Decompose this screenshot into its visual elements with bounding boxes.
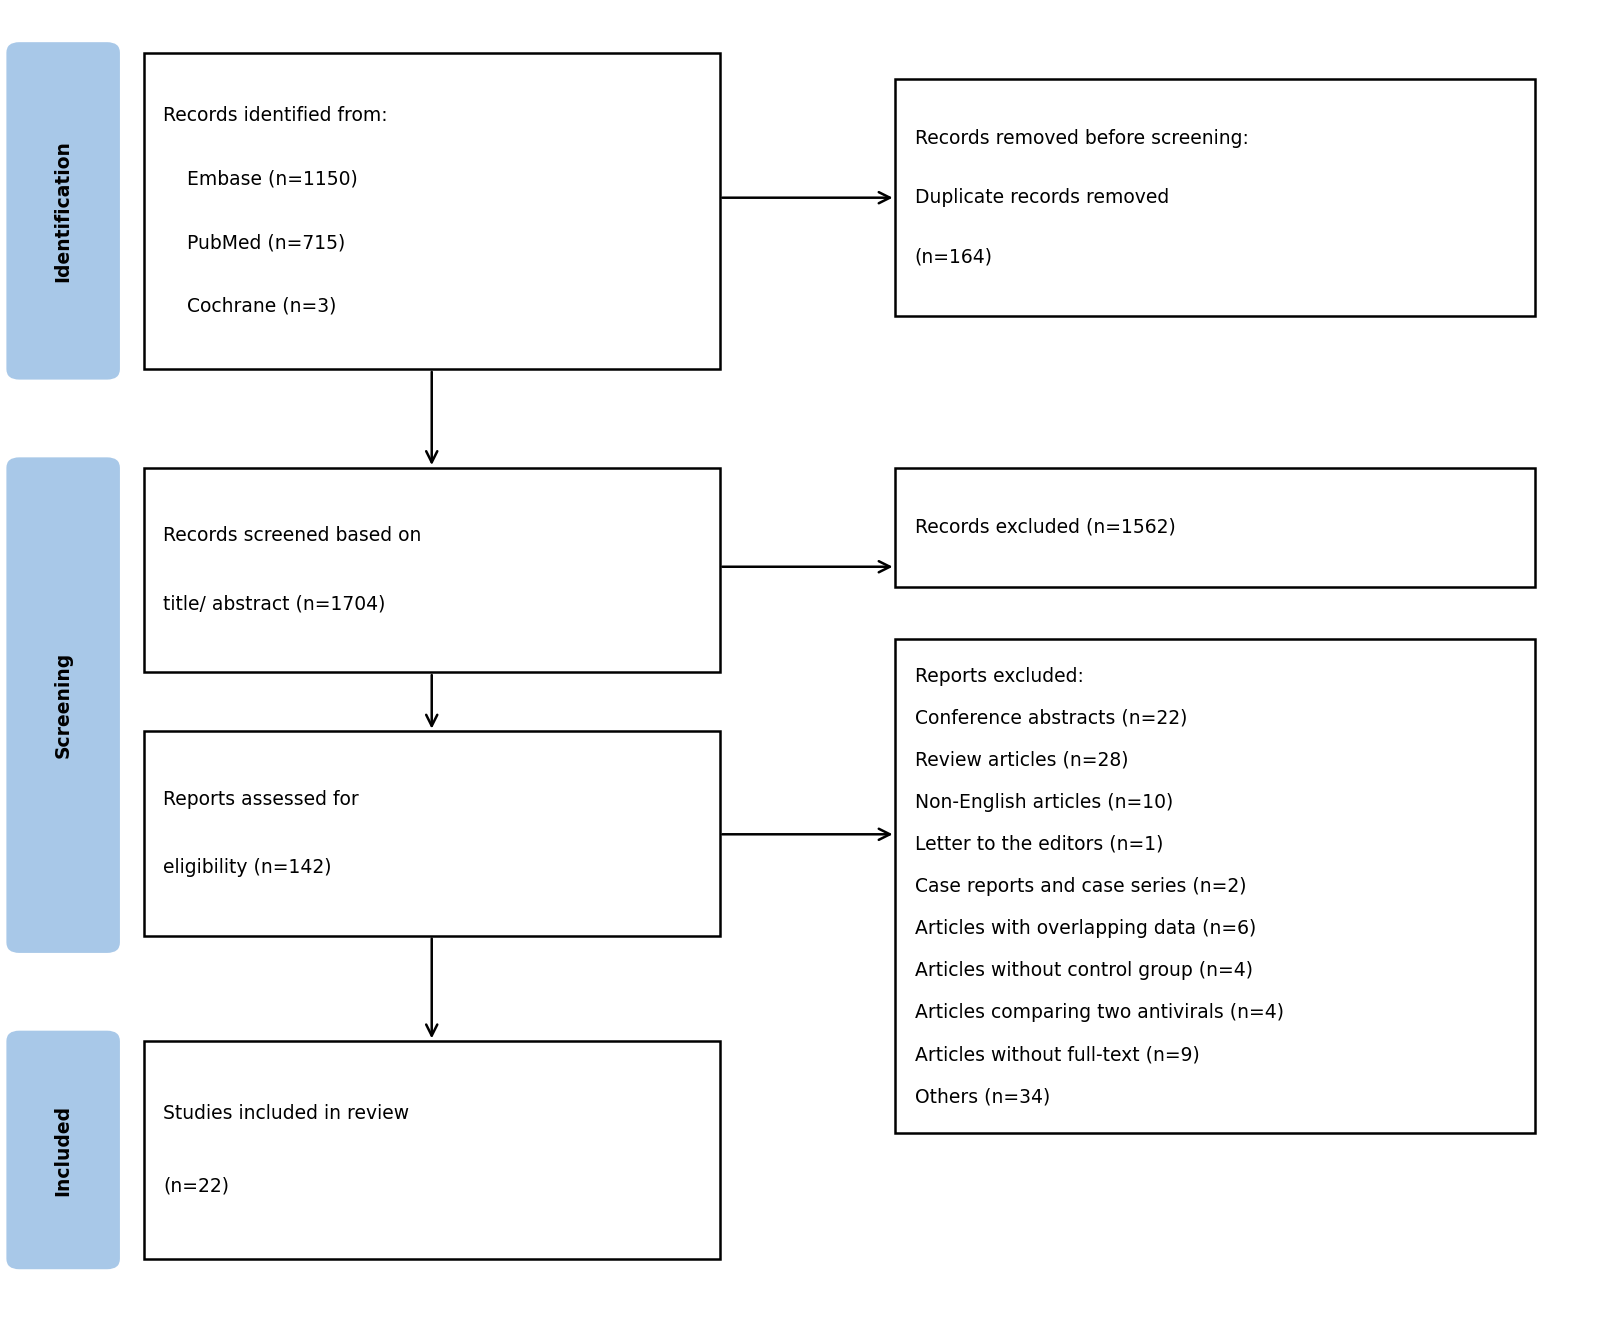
Text: Articles without full-text (n=9): Articles without full-text (n=9) [915,1045,1199,1064]
Text: Review articles (n=28): Review articles (n=28) [915,751,1129,770]
Bar [144,468,720,672]
Text: Records removed before screening:: Records removed before screening: [915,129,1249,148]
Text: (n=164): (n=164) [915,248,993,266]
Text: Records identified from:: Records identified from: [163,107,387,125]
Text: PubMed (n=715): PubMed (n=715) [163,233,345,252]
Text: Case reports and case series (n=2): Case reports and case series (n=2) [915,876,1246,896]
Text: Non-English articles (n=10): Non-English articles (n=10) [915,792,1174,812]
Text: Reports excluded:: Reports excluded: [915,667,1084,685]
Bar [895,79,1535,316]
Bar [144,731,720,936]
Text: Articles without control group (n=4): Articles without control group (n=4) [915,961,1252,981]
Text: Included: Included [54,1104,72,1195]
Text: eligibility (n=142): eligibility (n=142) [163,858,331,878]
Text: Duplicate records removed: Duplicate records removed [915,188,1169,207]
Text: Reports assessed for: Reports assessed for [163,789,358,809]
Text: Others (n=34): Others (n=34) [915,1087,1051,1106]
Text: Articles comparing two antivirals (n=4): Articles comparing two antivirals (n=4) [915,1003,1284,1021]
Bar [895,639,1535,1133]
Text: Identification: Identification [54,140,72,282]
FancyBboxPatch shape [6,42,120,380]
Text: Cochrane (n=3): Cochrane (n=3) [163,297,336,315]
Text: Letter to the editors (n=1): Letter to the editors (n=1) [915,834,1162,854]
Text: Records excluded (n=1562): Records excluded (n=1562) [915,518,1175,536]
FancyBboxPatch shape [6,457,120,953]
Text: title/ abstract (n=1704): title/ abstract (n=1704) [163,594,385,614]
Text: Screening: Screening [54,652,72,758]
Bar [895,468,1535,587]
Text: (n=22): (n=22) [163,1177,229,1195]
Text: Conference abstracts (n=22): Conference abstracts (n=22) [915,709,1186,728]
FancyBboxPatch shape [6,1031,120,1269]
Text: Records screened based on: Records screened based on [163,526,422,546]
Text: Embase (n=1150): Embase (n=1150) [163,170,358,188]
Text: Articles with overlapping data (n=6): Articles with overlapping data (n=6) [915,919,1255,938]
Bar [144,1041,720,1259]
Bar [144,53,720,369]
Text: Studies included in review: Studies included in review [163,1104,409,1123]
